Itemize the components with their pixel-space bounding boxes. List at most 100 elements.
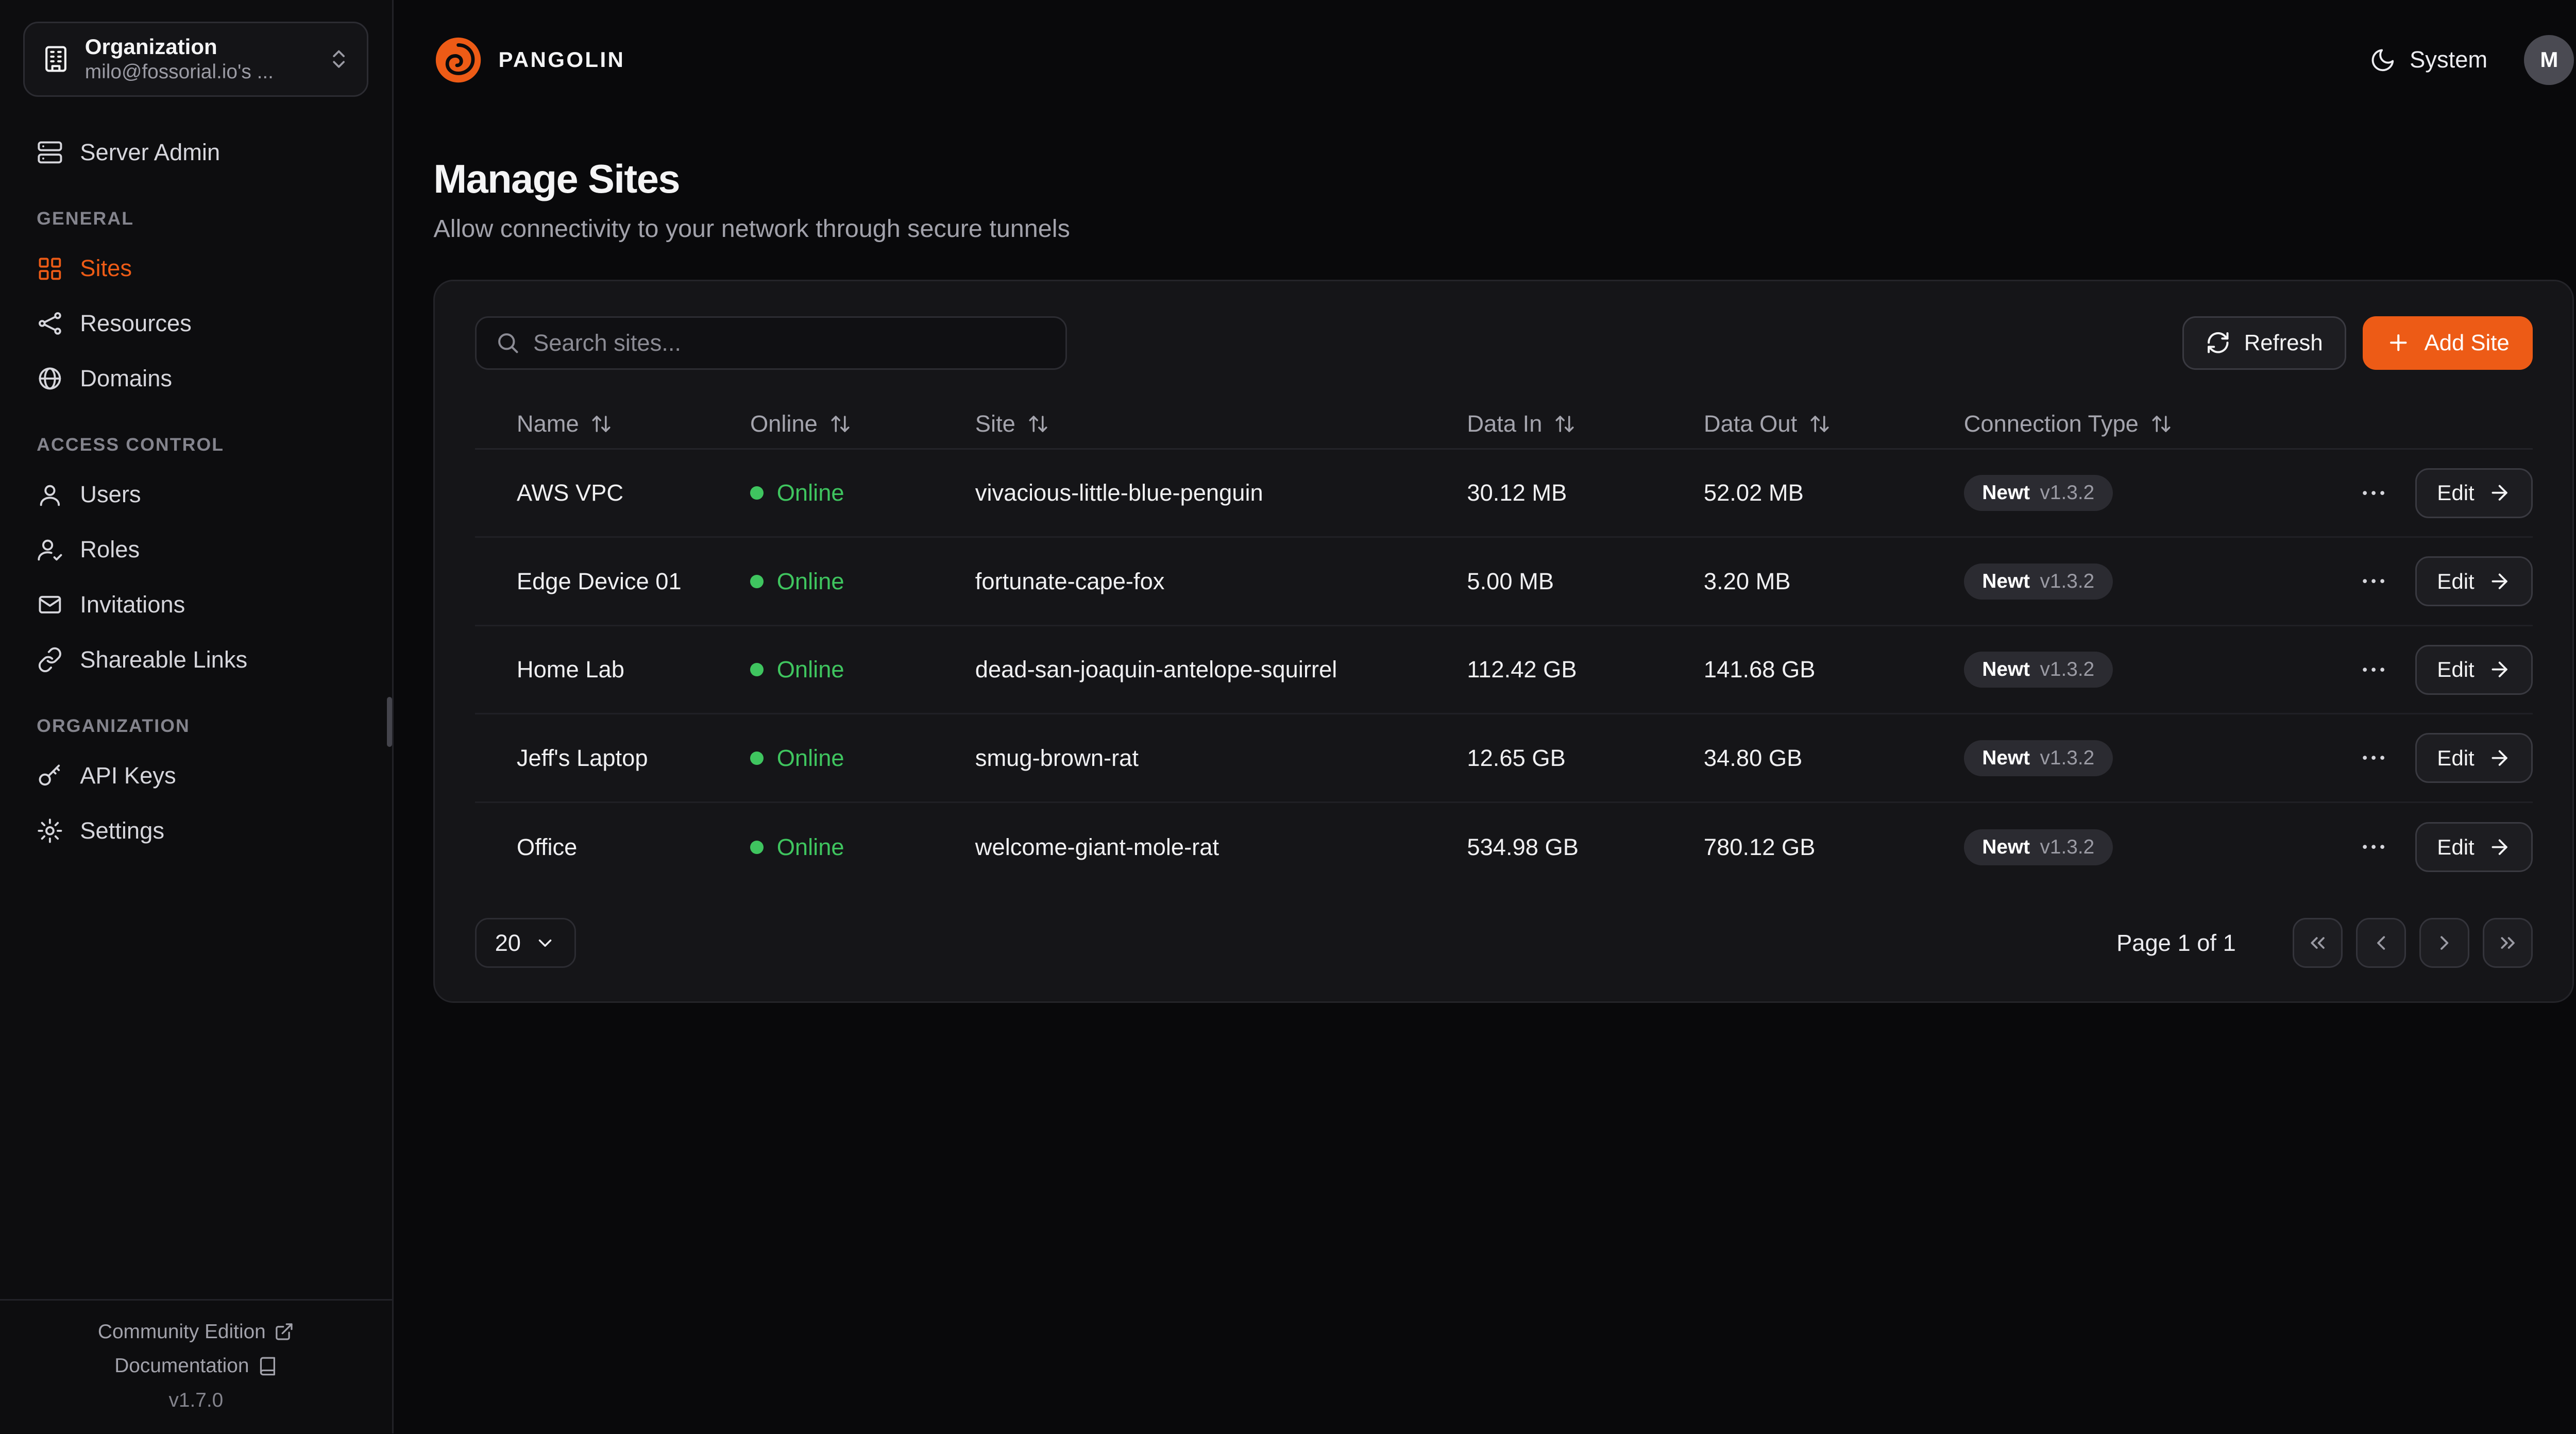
site-name: Jeff's Laptop — [516, 744, 648, 771]
page-indicator: Page 1 of 1 — [2116, 929, 2236, 956]
sidebar-item-api-keys[interactable]: API Keys — [23, 748, 368, 804]
sidebar-item-users[interactable]: Users — [23, 467, 368, 522]
user-icon — [37, 482, 63, 508]
community-edition-link[interactable]: Community Edition — [98, 1321, 294, 1343]
row-actions: Edit — [2334, 468, 2533, 518]
site-name: Home Lab — [516, 656, 624, 683]
sidebar-item-label: Resources — [80, 310, 192, 337]
brand: PANGOLIN — [433, 35, 625, 85]
edit-button[interactable]: Edit — [2415, 733, 2533, 783]
column-header-name[interactable]: Name — [475, 411, 612, 437]
avatar-initial: M — [2540, 47, 2558, 72]
section-label-access-control: ACCESS CONTROL — [37, 434, 225, 455]
row-menu-button[interactable] — [2355, 740, 2392, 776]
online-dot-icon — [750, 663, 764, 676]
theme-label: System — [2410, 46, 2488, 73]
pagination: Page 1 of 1 — [2116, 918, 2533, 968]
edit-button[interactable]: Edit — [2415, 822, 2533, 873]
org-text: Organization milo@fossorial.io's ... — [85, 35, 312, 83]
sidebar-item-shareable-links[interactable]: Shareable Links — [23, 632, 368, 687]
link-icon — [37, 646, 63, 673]
next-page-button[interactable] — [2419, 918, 2469, 968]
documentation-label: Documentation — [114, 1355, 249, 1377]
sidebar-item-roles[interactable]: Roles — [23, 522, 368, 577]
org-selector[interactable]: Organization milo@fossorial.io's ... — [23, 22, 369, 97]
online-dot-icon — [750, 574, 764, 588]
sidebar-item-label: Roles — [80, 536, 140, 563]
first-page-button[interactable] — [2292, 918, 2343, 968]
sites-table: Name Online Site Data In — [475, 400, 2533, 892]
sidebar-scrollbar-thumb[interactable] — [386, 696, 392, 747]
chevrons-right-icon — [2500, 937, 2515, 949]
page-size-select[interactable]: 20 — [475, 918, 576, 968]
sort-icon — [831, 415, 850, 432]
online-dot-icon — [750, 840, 764, 854]
book-icon — [258, 1356, 278, 1376]
edit-button[interactable]: Edit — [2415, 468, 2533, 518]
org-title: Organization — [84, 35, 217, 59]
online-status: Online — [750, 656, 975, 683]
data-in-value: 12.65 GB — [1467, 744, 1566, 771]
online-label: Online — [776, 833, 844, 860]
chevron-down-icon — [538, 939, 552, 947]
page-size-value: 20 — [495, 929, 521, 956]
community-edition-label: Community Edition — [97, 1320, 266, 1343]
row-actions: Edit — [2334, 644, 2533, 695]
sort-icon — [1810, 415, 1829, 432]
data-out-value: 52.02 MB — [1703, 480, 1804, 506]
sidebar-item-invitations[interactable]: Invitations — [23, 577, 368, 633]
last-page-button[interactable] — [2482, 918, 2533, 968]
section-label-general: GENERAL — [37, 208, 134, 229]
site-name: AWS VPC — [516, 480, 624, 506]
avatar[interactable]: M — [2524, 35, 2574, 86]
row-actions: Edit — [2334, 733, 2533, 783]
sidebar: Organization milo@fossorial.io's ... Ser… — [0, 0, 394, 1433]
version-label: v1.7.0 — [168, 1389, 224, 1411]
online-status: Online — [750, 568, 975, 595]
row-menu-button[interactable] — [2355, 563, 2392, 600]
page-title: Manage Sites — [433, 157, 680, 202]
pangolin-logo-icon — [433, 35, 483, 85]
edit-button[interactable]: Edit — [2415, 644, 2533, 695]
table-row: Office Online welcome-giant-mole-rat 534… — [475, 803, 2533, 892]
edit-button[interactable]: Edit — [2415, 556, 2533, 607]
table-row: AWS VPC Online vivacious-little-blue-pen… — [475, 450, 2533, 538]
sidebar-item-domains[interactable]: Domains — [23, 351, 368, 406]
search-input[interactable] — [533, 329, 1047, 356]
column-header-data-in[interactable]: Data In — [1467, 411, 1575, 437]
documentation-link[interactable]: Documentation — [114, 1355, 277, 1377]
sidebar-item-label: API Keys — [80, 762, 176, 789]
sidebar-item-server-admin[interactable]: Server Admin — [23, 125, 368, 180]
card-footer: 20 Page 1 of 1 — [475, 918, 2533, 968]
refresh-button[interactable]: Refresh — [2182, 316, 2346, 370]
sidebar-item-settings[interactable]: Settings — [23, 804, 368, 859]
search-box — [475, 316, 1067, 370]
column-header-data-out[interactable]: Data Out — [1704, 411, 1831, 437]
site-slug: welcome-giant-mole-rat — [975, 833, 1219, 860]
connection-type-badge: Newt v1.3.2 — [1963, 563, 2113, 600]
row-menu-button[interactable] — [2355, 651, 2392, 688]
connection-type-cell: Newt v1.3.2 — [1963, 652, 2334, 688]
column-header-site[interactable]: Site — [975, 411, 1049, 437]
connection-type-badge: Newt v1.3.2 — [1963, 829, 2113, 865]
column-header-connection-type[interactable]: Connection Type — [1964, 411, 2172, 437]
data-out-value: 34.80 GB — [1703, 744, 1803, 771]
row-menu-button[interactable] — [2355, 829, 2392, 865]
sidebar-item-resources[interactable]: Resources — [23, 296, 368, 351]
column-header-online[interactable]: Online — [750, 411, 851, 437]
row-menu-button[interactable] — [2355, 474, 2392, 511]
sidebar-item-label: Domains — [80, 365, 173, 392]
gear-icon — [37, 817, 63, 844]
sidebar-item-sites[interactable]: Sites — [23, 241, 368, 296]
site-slug: fortunate-cape-fox — [975, 568, 1165, 594]
toolbar-actions: Refresh Add Site — [2182, 316, 2533, 370]
ellipsis-icon — [2363, 668, 2385, 672]
add-site-button[interactable]: Add Site — [2363, 316, 2533, 370]
data-in-value: 112.42 GB — [1467, 656, 1577, 683]
chevrons-left-icon — [2311, 937, 2325, 949]
previous-page-button[interactable] — [2355, 918, 2406, 968]
chevron-right-icon — [2440, 936, 2448, 950]
theme-toggle[interactable]: System — [2369, 46, 2487, 73]
table-row: Edge Device 01 Online fortunate-cape-fox… — [475, 538, 2533, 626]
refresh-label: Refresh — [2244, 330, 2323, 355]
